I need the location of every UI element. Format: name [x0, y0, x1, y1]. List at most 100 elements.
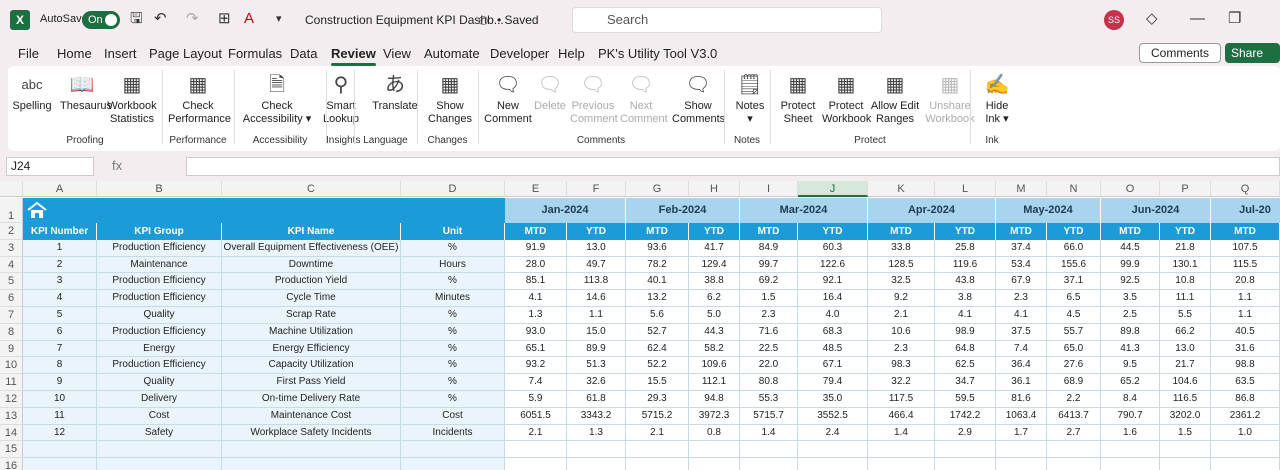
kpi-name-cell[interactable]: Maintenance Cost [222, 407, 401, 425]
empty-cell[interactable] [505, 441, 567, 459]
ytd-value-cell[interactable]: 92.1 [798, 273, 868, 291]
mtd-value-cell[interactable]: 2.1 [626, 424, 689, 442]
empty-cell[interactable] [1211, 458, 1280, 470]
kpi-number-cell[interactable]: 1 [23, 239, 97, 257]
mtd-value-cell[interactable]: 2361.2 [1211, 407, 1280, 425]
ytd-value-cell[interactable]: 25.8 [935, 239, 996, 257]
kpi-name-cell[interactable]: Downtime [222, 256, 401, 274]
mtd-value-cell[interactable]: 2.5 [1101, 307, 1160, 324]
ytd-value-cell[interactable]: 112.1 [689, 374, 740, 391]
column-header-q[interactable]: Q [1211, 181, 1280, 197]
empty-cell[interactable] [868, 458, 935, 470]
kpi-group-cell[interactable]: Safety [97, 424, 222, 442]
ytd-value-cell[interactable]: 66.0 [1047, 239, 1101, 257]
protect-sheet-button[interactable]: ▦ Protect Sheet [778, 70, 818, 126]
mtd-value-cell[interactable]: 1.1 [1211, 290, 1280, 307]
check-performance-button[interactable]: ▦ Check Performance [168, 70, 231, 126]
unit-cell[interactable]: % [401, 273, 505, 291]
ytd-value-cell[interactable]: 59.5 [935, 391, 996, 408]
ytd-value-cell[interactable]: 109.6 [689, 357, 740, 375]
mtd-value-cell[interactable]: 52.7 [626, 323, 689, 341]
unshare-workbook-button[interactable]: ▦ Unshare Workbook [922, 70, 978, 126]
kpi-name-cell[interactable]: Machine Utilization [222, 323, 401, 341]
row-header-8[interactable]: 8 [0, 323, 23, 341]
kpi-group-cell[interactable]: Delivery [97, 391, 222, 408]
empty-cell[interactable] [626, 441, 689, 459]
empty-cell[interactable] [798, 458, 868, 470]
delete-button[interactable]: 🗨 Delete [532, 70, 568, 113]
ytd-value-cell[interactable]: 38.8 [689, 273, 740, 291]
ytd-value-cell[interactable]: 35.0 [798, 391, 868, 408]
ytd-value-cell[interactable]: 5.5 [1160, 307, 1211, 324]
ytd-value-cell[interactable]: 11.1 [1160, 290, 1211, 307]
ytd-value-cell[interactable]: 2.7 [1047, 424, 1101, 442]
kpi-name-cell[interactable]: Overall Equipment Effectiveness (OEE) [222, 239, 401, 257]
tab-page-layout[interactable]: Page Layout [149, 46, 223, 61]
kpi-number-cell[interactable]: 12 [23, 424, 97, 442]
mtd-value-cell[interactable]: 99.7 [740, 256, 798, 274]
comments-button[interactable]: Comments [1139, 43, 1221, 63]
next-comment-button[interactable]: 🗨 Next Comment [620, 70, 668, 126]
search-input[interactable]: Search [572, 7, 882, 33]
redo-icon[interactable]: ↷ [186, 10, 199, 27]
empty-cell[interactable] [935, 458, 996, 470]
ytd-value-cell[interactable]: 3.8 [935, 290, 996, 307]
empty-cell[interactable] [689, 458, 740, 470]
row-header-9[interactable]: 9 [0, 340, 23, 358]
ytd-value-cell[interactable]: 13.0 [567, 239, 626, 257]
empty-cell[interactable] [222, 458, 401, 470]
mtd-value-cell[interactable]: 2.1 [505, 424, 567, 442]
kpi-number-cell[interactable]: 6 [23, 323, 97, 341]
new-comment-button[interactable]: 🗨 New Comment [484, 70, 532, 126]
ytd-value-cell[interactable]: 98.9 [935, 323, 996, 341]
mtd-value-cell[interactable]: 98.3 [868, 357, 935, 375]
name-box[interactable]: J24 [6, 157, 94, 176]
ytd-value-cell[interactable]: 21.7 [1160, 357, 1211, 375]
kpi-name-cell[interactable]: Energy Efficiency [222, 340, 401, 358]
mtd-value-cell[interactable]: 10.6 [868, 323, 935, 341]
allow-edit-ranges-button[interactable]: ▦ Allow Edit Ranges [868, 70, 922, 126]
mtd-value-cell[interactable]: 4.1 [505, 290, 567, 307]
kpi-group-cell[interactable]: Production Efficiency [97, 357, 222, 375]
empty-cell[interactable] [567, 441, 626, 459]
mtd-value-cell[interactable]: 32.2 [868, 374, 935, 391]
mtd-value-cell[interactable]: 40.5 [1211, 323, 1280, 341]
kpi-number-cell[interactable]: 7 [23, 340, 97, 358]
column-header-j[interactable]: J [798, 181, 868, 197]
kpi-name-cell[interactable]: Cycle Time [222, 290, 401, 307]
mtd-value-cell[interactable]: 115.5 [1211, 256, 1280, 274]
ytd-value-cell[interactable]: 48.5 [798, 340, 868, 358]
mtd-value-cell[interactable]: 52.2 [626, 357, 689, 375]
mtd-value-cell[interactable]: 53.4 [996, 256, 1047, 274]
unit-cell[interactable]: % [401, 340, 505, 358]
unit-cell[interactable]: % [401, 374, 505, 391]
column-header-b[interactable]: B [97, 181, 222, 197]
fx-icon[interactable]: fx [112, 158, 123, 173]
diamond-icon[interactable]: ◇ [1146, 10, 1158, 27]
mtd-value-cell[interactable]: 2.1 [868, 307, 935, 324]
column-header-d[interactable]: D [401, 181, 505, 197]
unit-cell[interactable]: Hours [401, 256, 505, 274]
mtd-value-cell[interactable]: 31.6 [1211, 340, 1280, 358]
empty-cell[interactable] [740, 441, 798, 459]
ytd-value-cell[interactable]: 122.6 [798, 256, 868, 274]
empty-cell[interactable] [996, 441, 1047, 459]
mtd-value-cell[interactable]: 1.4 [868, 424, 935, 442]
mtd-value-cell[interactable]: 37.5 [996, 323, 1047, 341]
mtd-value-cell[interactable]: 1.7 [996, 424, 1047, 442]
spreadsheet-grid[interactable]: A B C D E F G H I J K L M N O P Q 1 2 3 4 5 6 7 8 9 10 11 12 13 14 15 16… [0, 181, 1280, 470]
kpi-name-cell[interactable]: On-time Delivery Rate [222, 391, 401, 408]
mtd-value-cell[interactable]: 65.2 [1101, 374, 1160, 391]
mtd-value-cell[interactable]: 29.3 [626, 391, 689, 408]
row-header-5[interactable]: 5 [0, 273, 23, 291]
ytd-value-cell[interactable]: 65.0 [1047, 340, 1101, 358]
ytd-value-cell[interactable]: 4.5 [1047, 307, 1101, 324]
empty-cell[interactable] [626, 458, 689, 470]
translate-button[interactable]: あ Translate [370, 70, 420, 113]
empty-cell[interactable] [1211, 441, 1280, 459]
empty-cell[interactable] [1160, 458, 1211, 470]
mtd-value-cell[interactable]: 99.9 [1101, 256, 1160, 274]
kpi-number-cell[interactable]: 2 [23, 256, 97, 274]
ytd-value-cell[interactable]: 13.0 [1160, 340, 1211, 358]
tab-help[interactable]: Help [558, 46, 585, 61]
